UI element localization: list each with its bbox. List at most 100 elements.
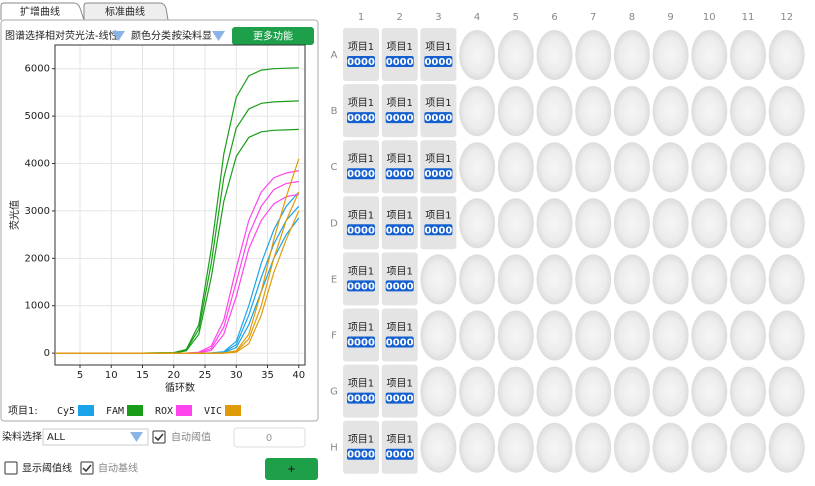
empty-well[interactable] — [497, 310, 534, 361]
empty-well[interactable] — [575, 254, 612, 305]
empty-well[interactable] — [497, 198, 534, 249]
dye-select-value[interactable]: ALL — [47, 432, 65, 443]
empty-well[interactable] — [420, 254, 457, 305]
well-code[interactable]: 0000 — [386, 450, 414, 461]
well-code[interactable]: 0000 — [386, 338, 414, 349]
empty-well[interactable] — [691, 30, 728, 80]
well[interactable] — [420, 196, 457, 250]
well-label[interactable]: 项目1 — [387, 41, 413, 53]
well-label[interactable]: 项目1 — [387, 434, 413, 446]
well-code[interactable]: 0000 — [347, 394, 375, 405]
empty-well[interactable] — [459, 422, 496, 473]
empty-well[interactable] — [691, 142, 728, 193]
dropdown-arrow[interactable] — [212, 31, 225, 41]
well[interactable] — [381, 196, 418, 250]
checkbox[interactable] — [4, 461, 18, 475]
well-label[interactable]: 项目1 — [348, 209, 374, 221]
add-button-label[interactable]: + — [287, 464, 295, 475]
checkbox[interactable] — [80, 461, 94, 475]
well[interactable] — [381, 364, 418, 418]
well-code[interactable]: 0000 — [347, 281, 375, 292]
well[interactable] — [381, 84, 418, 138]
empty-well[interactable] — [652, 366, 689, 417]
empty-well[interactable] — [691, 422, 728, 473]
empty-well[interactable] — [730, 142, 766, 193]
well[interactable] — [381, 28, 418, 81]
empty-well[interactable] — [768, 198, 805, 249]
well[interactable] — [420, 28, 457, 81]
empty-well[interactable] — [459, 30, 496, 80]
empty-well[interactable] — [613, 86, 650, 137]
empty-well[interactable] — [575, 422, 612, 473]
empty-well[interactable] — [459, 198, 496, 249]
empty-well[interactable] — [691, 198, 728, 249]
more-button[interactable] — [232, 27, 314, 45]
well-code[interactable]: 0000 — [347, 225, 375, 236]
well-code[interactable]: 0000 — [424, 113, 452, 124]
empty-well[interactable] — [730, 86, 766, 137]
empty-well[interactable] — [497, 30, 534, 80]
empty-well[interactable] — [613, 142, 650, 193]
empty-well[interactable] — [459, 310, 496, 361]
threshold-input[interactable] — [233, 427, 306, 448]
empty-well[interactable] — [613, 366, 650, 417]
well-label[interactable]: 项目1 — [348, 434, 374, 446]
empty-well[interactable] — [768, 422, 805, 473]
well-code[interactable]: 0000 — [347, 338, 375, 349]
empty-well[interactable] — [575, 142, 612, 193]
well-label[interactable]: 项目1 — [425, 41, 451, 53]
empty-well[interactable] — [768, 254, 805, 305]
empty-well[interactable] — [652, 198, 689, 249]
well[interactable] — [343, 252, 379, 306]
empty-well[interactable] — [652, 142, 689, 193]
empty-well[interactable] — [652, 422, 689, 473]
empty-well[interactable] — [652, 86, 689, 137]
empty-well[interactable] — [536, 30, 573, 80]
well[interactable] — [420, 140, 457, 194]
empty-well[interactable] — [536, 310, 573, 361]
empty-well[interactable] — [613, 198, 650, 249]
empty-well[interactable] — [575, 310, 612, 361]
well-label[interactable]: 项目1 — [387, 153, 413, 165]
empty-well[interactable] — [768, 30, 805, 80]
empty-well[interactable] — [691, 366, 728, 417]
empty-well[interactable] — [730, 366, 766, 417]
empty-well[interactable] — [575, 86, 612, 137]
empty-well[interactable] — [420, 422, 457, 473]
empty-well[interactable] — [613, 254, 650, 305]
well[interactable] — [381, 252, 418, 306]
empty-well[interactable] — [459, 254, 496, 305]
well-code[interactable]: 0000 — [386, 113, 414, 124]
well-code[interactable]: 0000 — [347, 57, 375, 68]
checkbox[interactable] — [152, 430, 166, 444]
toolbar-value[interactable]: 按染料显 — [172, 29, 212, 42]
well-label[interactable]: 项目1 — [425, 153, 451, 165]
toolbar-value[interactable]: 相对荧光法-线性 — [45, 29, 119, 42]
empty-well[interactable] — [730, 422, 766, 473]
empty-well[interactable] — [768, 86, 805, 137]
well-code[interactable]: 0000 — [386, 225, 414, 236]
well-code[interactable]: 0000 — [386, 169, 414, 180]
well[interactable] — [420, 84, 457, 138]
well-label[interactable]: 项目1 — [348, 378, 374, 390]
well[interactable] — [381, 140, 418, 194]
well[interactable] — [381, 420, 418, 474]
dropdown-arrow[interactable] — [112, 31, 125, 41]
well-code[interactable]: 0000 — [386, 57, 414, 68]
tab-label[interactable]: 标准曲线 — [105, 5, 145, 18]
well-label[interactable]: 项目1 — [387, 265, 413, 277]
empty-well[interactable] — [536, 86, 573, 137]
empty-well[interactable] — [459, 366, 496, 417]
empty-well[interactable] — [730, 254, 766, 305]
well[interactable] — [343, 140, 379, 194]
well[interactable] — [343, 308, 379, 362]
empty-well[interactable] — [536, 198, 573, 249]
well-code[interactable]: 0000 — [386, 394, 414, 405]
empty-well[interactable] — [613, 422, 650, 473]
well[interactable] — [343, 28, 379, 81]
well[interactable] — [381, 308, 418, 362]
empty-well[interactable] — [536, 422, 573, 473]
empty-well[interactable] — [420, 310, 457, 361]
empty-well[interactable] — [497, 254, 534, 305]
well-label[interactable]: 项目1 — [387, 322, 413, 334]
